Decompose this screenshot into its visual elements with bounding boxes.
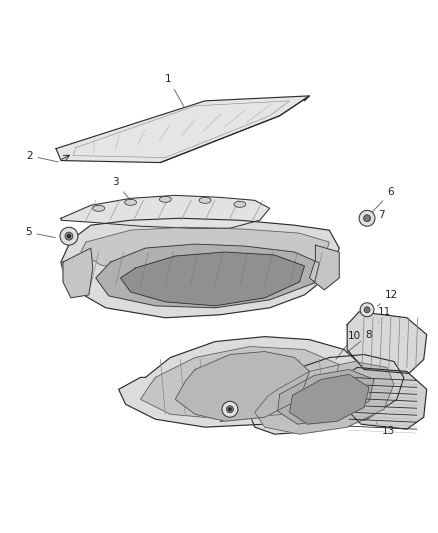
Polygon shape xyxy=(56,96,309,163)
Polygon shape xyxy=(119,337,364,427)
Polygon shape xyxy=(175,352,309,421)
Circle shape xyxy=(359,211,375,226)
Circle shape xyxy=(60,227,78,245)
Polygon shape xyxy=(309,245,339,290)
Circle shape xyxy=(65,232,73,240)
Ellipse shape xyxy=(93,205,105,211)
Polygon shape xyxy=(63,248,93,298)
Ellipse shape xyxy=(124,199,137,205)
Polygon shape xyxy=(248,354,404,434)
Polygon shape xyxy=(255,361,394,434)
Polygon shape xyxy=(278,369,374,424)
Circle shape xyxy=(364,215,371,222)
Polygon shape xyxy=(61,218,339,318)
Circle shape xyxy=(67,235,71,238)
Polygon shape xyxy=(120,252,304,306)
Text: 10: 10 xyxy=(336,330,361,359)
Circle shape xyxy=(222,401,238,417)
Circle shape xyxy=(229,408,231,410)
Circle shape xyxy=(360,303,374,317)
Text: 1: 1 xyxy=(165,74,184,107)
Polygon shape xyxy=(81,227,329,277)
Text: 2: 2 xyxy=(26,151,58,162)
Polygon shape xyxy=(347,312,427,374)
Text: 12: 12 xyxy=(377,290,399,306)
Circle shape xyxy=(226,406,233,413)
Text: 11: 11 xyxy=(377,307,391,322)
Ellipse shape xyxy=(234,201,246,207)
Circle shape xyxy=(364,307,370,313)
Text: 5: 5 xyxy=(25,227,55,238)
Polygon shape xyxy=(96,244,319,308)
Text: 6: 6 xyxy=(371,188,394,213)
Text: 9: 9 xyxy=(219,411,228,424)
Text: 7: 7 xyxy=(371,210,384,220)
Text: 3: 3 xyxy=(113,177,129,198)
Polygon shape xyxy=(290,375,369,424)
Polygon shape xyxy=(61,196,270,228)
Polygon shape xyxy=(141,346,339,419)
Text: 8: 8 xyxy=(346,329,372,353)
Text: 13: 13 xyxy=(376,423,396,436)
Ellipse shape xyxy=(199,197,211,203)
Polygon shape xyxy=(341,367,427,429)
Ellipse shape xyxy=(159,196,171,203)
